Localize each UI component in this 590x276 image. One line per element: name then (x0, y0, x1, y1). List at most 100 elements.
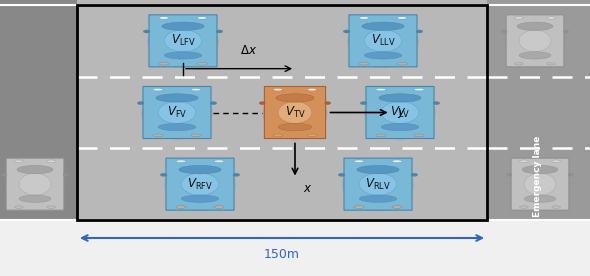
Ellipse shape (414, 134, 424, 137)
Ellipse shape (414, 88, 424, 91)
Ellipse shape (191, 88, 201, 91)
Ellipse shape (263, 87, 327, 140)
Ellipse shape (547, 17, 556, 19)
Ellipse shape (197, 62, 207, 65)
Ellipse shape (164, 52, 202, 59)
Ellipse shape (359, 17, 369, 19)
Ellipse shape (307, 134, 317, 137)
Ellipse shape (381, 102, 419, 123)
Ellipse shape (17, 165, 53, 174)
Ellipse shape (397, 62, 407, 65)
Ellipse shape (159, 62, 169, 65)
FancyBboxPatch shape (511, 158, 569, 210)
Ellipse shape (273, 134, 283, 137)
Text: $\Delta x$: $\Delta x$ (241, 44, 258, 57)
Ellipse shape (214, 206, 224, 208)
Ellipse shape (522, 165, 558, 174)
Ellipse shape (164, 159, 235, 211)
Ellipse shape (354, 160, 364, 163)
Ellipse shape (411, 173, 418, 176)
Text: $V_{\mathrm{LV}}$: $V_{\mathrm{LV}}$ (390, 105, 410, 120)
Ellipse shape (547, 62, 556, 65)
Bar (487, 0, 590, 276)
Ellipse shape (176, 206, 186, 208)
Ellipse shape (181, 173, 219, 195)
Ellipse shape (519, 206, 528, 208)
FancyBboxPatch shape (506, 15, 564, 67)
Ellipse shape (524, 173, 556, 195)
Ellipse shape (176, 160, 186, 163)
FancyBboxPatch shape (264, 86, 326, 139)
Ellipse shape (397, 17, 407, 19)
Ellipse shape (514, 17, 523, 19)
Ellipse shape (63, 173, 69, 176)
Ellipse shape (514, 62, 523, 65)
Ellipse shape (307, 88, 317, 91)
Text: $V_{\mathrm{FV}}$: $V_{\mathrm{FV}}$ (167, 105, 187, 120)
Ellipse shape (191, 134, 201, 137)
Ellipse shape (278, 123, 312, 131)
Ellipse shape (159, 17, 169, 19)
Ellipse shape (364, 30, 402, 52)
Ellipse shape (179, 165, 221, 174)
Ellipse shape (273, 88, 283, 91)
Text: $y$: $y$ (396, 105, 406, 120)
Ellipse shape (381, 123, 419, 131)
Ellipse shape (357, 165, 399, 174)
Ellipse shape (506, 173, 512, 176)
Ellipse shape (510, 159, 571, 211)
Ellipse shape (552, 160, 560, 163)
Ellipse shape (259, 102, 266, 105)
Text: $V_{\mathrm{RFV}}$: $V_{\mathrm{RFV}}$ (187, 177, 213, 192)
Text: Emergency lane: Emergency lane (533, 135, 542, 217)
Ellipse shape (376, 88, 386, 91)
Ellipse shape (348, 16, 419, 68)
Ellipse shape (360, 102, 367, 105)
Text: 150m: 150m (264, 248, 300, 261)
Text: $V_{\mathrm{TV}}$: $V_{\mathrm{TV}}$ (285, 105, 305, 120)
Bar (0, 0, 77, 276)
Ellipse shape (276, 94, 314, 102)
Ellipse shape (216, 30, 223, 33)
Text: $V_{\mathrm{LFV}}$: $V_{\mathrm{LFV}}$ (171, 33, 195, 48)
Ellipse shape (47, 206, 55, 208)
Ellipse shape (568, 173, 574, 176)
Ellipse shape (158, 102, 196, 123)
Ellipse shape (210, 102, 217, 105)
FancyBboxPatch shape (166, 158, 234, 210)
Ellipse shape (343, 30, 350, 33)
Ellipse shape (156, 94, 198, 102)
Ellipse shape (15, 160, 23, 163)
Ellipse shape (563, 30, 569, 33)
Ellipse shape (364, 52, 402, 59)
Ellipse shape (552, 206, 560, 208)
Ellipse shape (376, 134, 386, 137)
Ellipse shape (379, 94, 421, 102)
Bar (77, 5, 487, 220)
Ellipse shape (338, 173, 345, 176)
Ellipse shape (160, 173, 167, 176)
Ellipse shape (433, 102, 440, 105)
Bar (77, 0, 487, 276)
Ellipse shape (164, 30, 202, 52)
Ellipse shape (342, 159, 414, 211)
Ellipse shape (15, 206, 23, 208)
Ellipse shape (517, 22, 553, 30)
Ellipse shape (524, 195, 556, 202)
FancyBboxPatch shape (344, 158, 412, 210)
Text: $V_{\mathrm{LLV}}$: $V_{\mathrm{LLV}}$ (371, 33, 395, 48)
Ellipse shape (519, 160, 528, 163)
Ellipse shape (153, 134, 163, 137)
Bar (0, 220, 590, 276)
Ellipse shape (158, 123, 196, 131)
Ellipse shape (359, 195, 396, 202)
FancyBboxPatch shape (149, 15, 217, 67)
Ellipse shape (162, 22, 204, 30)
Ellipse shape (233, 173, 240, 176)
Ellipse shape (324, 102, 331, 105)
Ellipse shape (359, 173, 396, 195)
Ellipse shape (359, 62, 369, 65)
Ellipse shape (416, 30, 423, 33)
Ellipse shape (354, 206, 364, 208)
Ellipse shape (137, 102, 144, 105)
